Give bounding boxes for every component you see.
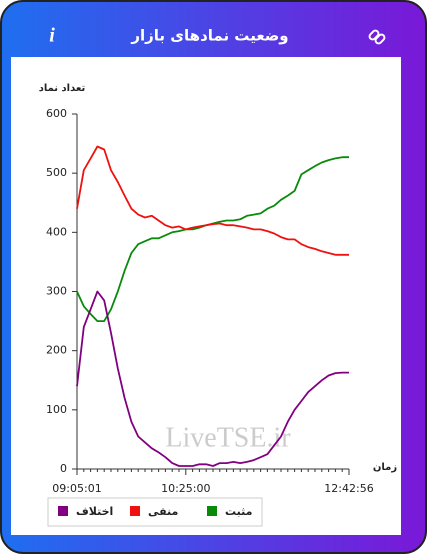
legend <box>47 497 263 527</box>
y-tick-label: 600 <box>46 107 67 120</box>
y-axis-label: تعداد نماد <box>39 83 86 94</box>
legend-swatch <box>130 506 140 516</box>
y-tick-label: 100 <box>46 403 67 416</box>
series-line <box>76 145 349 256</box>
x-tick-label: 12:42:56 <box>324 482 373 495</box>
link-button[interactable] <box>368 29 386 45</box>
series-line <box>76 290 349 467</box>
y-tick-label: 300 <box>46 285 67 298</box>
legend-label: منفی <box>148 505 178 518</box>
y-tick-label: 400 <box>46 225 67 238</box>
watermark: LiveTSE.ir <box>165 422 291 453</box>
header-title: وضعیت نمادهای بازار <box>130 27 288 45</box>
legend-label: مثبت <box>225 505 252 518</box>
legend-swatch <box>207 506 217 516</box>
legend-swatch <box>58 506 68 516</box>
y-tick-label: 500 <box>46 166 67 179</box>
x-axis-label: زمان <box>373 462 397 473</box>
y-tick-label: 200 <box>46 344 67 357</box>
legend-label: اختلاف <box>76 505 113 518</box>
y-tick-label: 0 <box>60 462 67 475</box>
x-tick-label: 10:25:00 <box>161 482 210 495</box>
info-button[interactable]: i <box>49 25 55 47</box>
x-tick-label: 09:05:01 <box>52 482 101 495</box>
card <box>11 57 401 535</box>
